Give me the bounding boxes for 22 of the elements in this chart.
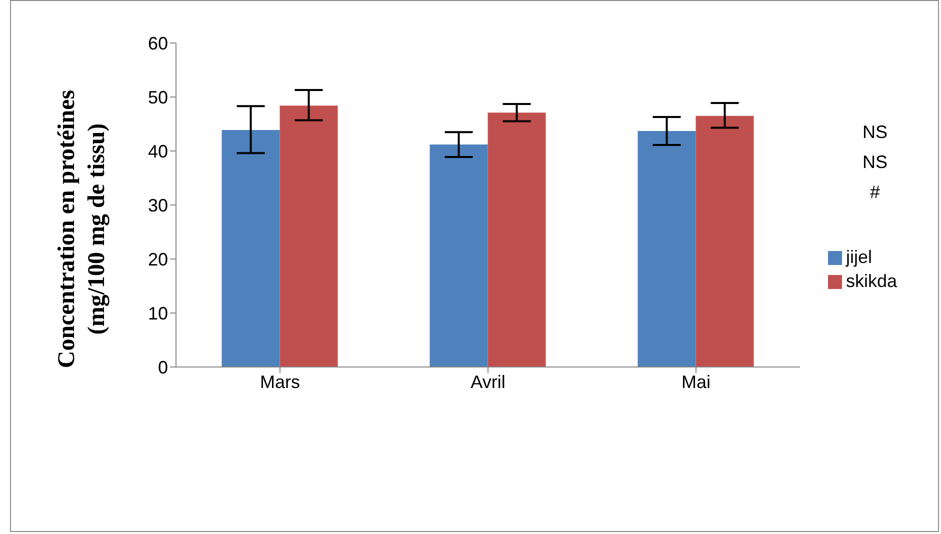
bar bbox=[280, 106, 338, 367]
x-tick-label: Mai bbox=[681, 372, 711, 392]
legend-label: skikda bbox=[846, 271, 898, 291]
bar bbox=[430, 144, 488, 367]
bar bbox=[222, 130, 280, 367]
bar bbox=[638, 131, 696, 367]
x-tick-label: Mars bbox=[260, 372, 300, 392]
x-tick-label: Avril bbox=[470, 372, 506, 392]
y-tick-label: 20 bbox=[148, 249, 168, 270]
bar bbox=[696, 116, 754, 367]
y-tick-label: 50 bbox=[148, 87, 168, 108]
y-tick-label: 0 bbox=[158, 357, 168, 378]
y-tick-label: 30 bbox=[148, 195, 168, 216]
y-axis-title: Concentration en protéines (mg/100 mg de tissu) bbox=[54, 90, 110, 368]
y-tick-label: 10 bbox=[148, 303, 168, 324]
text: NS bbox=[861, 152, 888, 173]
text: NS bbox=[861, 122, 888, 143]
legend-label: jijel bbox=[846, 247, 872, 267]
y-tick-label: 40 bbox=[148, 141, 168, 162]
bar bbox=[488, 112, 546, 367]
text: # bbox=[868, 182, 881, 203]
y-tick-label: 60 bbox=[148, 33, 168, 54]
